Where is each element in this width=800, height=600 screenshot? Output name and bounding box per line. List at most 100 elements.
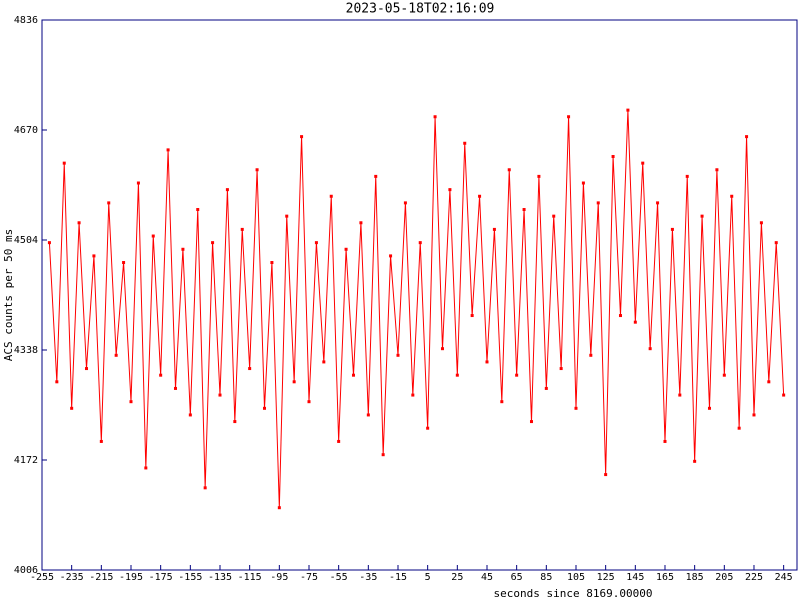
x-tick-label: -175	[149, 572, 173, 583]
data-point	[455, 373, 459, 377]
data-point	[745, 135, 749, 139]
data-point	[84, 367, 88, 371]
data-point	[774, 241, 778, 245]
data-point	[463, 141, 467, 145]
y-axis-label: ACS counts per 50 ms	[2, 229, 15, 361]
data-point	[114, 353, 118, 357]
data-point	[596, 201, 600, 205]
data-point	[782, 393, 786, 397]
y-tick-label: 4172	[14, 455, 38, 466]
data-point	[403, 201, 407, 205]
x-tick-label: -195	[119, 572, 143, 583]
data-point	[262, 406, 266, 410]
y-tick-label: 4504	[14, 235, 38, 246]
x-tick-label: 165	[656, 572, 674, 583]
data-point	[685, 174, 689, 178]
x-tick-label: 45	[481, 572, 493, 583]
data-point	[300, 135, 304, 139]
data-point	[470, 314, 474, 318]
y-tick-label: 4338	[14, 345, 38, 356]
data-point	[62, 161, 66, 165]
data-point	[581, 181, 585, 185]
x-tick-label: -95	[270, 572, 288, 583]
data-point	[159, 373, 163, 377]
data-point	[559, 367, 563, 371]
x-tick-label: -255	[30, 572, 54, 583]
data-point	[314, 241, 318, 245]
plot-frame	[41, 19, 798, 571]
data-point	[529, 420, 533, 424]
data-point	[492, 227, 496, 231]
x-tick-label: -115	[238, 572, 262, 583]
data-point	[70, 406, 74, 410]
data-point	[144, 466, 148, 470]
data-point	[129, 400, 133, 404]
data-point	[633, 320, 637, 324]
data-point	[715, 168, 719, 172]
data-point	[730, 194, 734, 198]
data-point	[92, 254, 96, 258]
data-point	[381, 453, 385, 457]
data-point	[166, 148, 170, 152]
data-point	[515, 373, 519, 377]
data-point	[537, 174, 541, 178]
data-point	[374, 174, 378, 178]
data-point	[77, 221, 81, 225]
x-tick-label: 145	[626, 572, 644, 583]
data-point	[233, 420, 237, 424]
x-tick-label: -15	[389, 572, 407, 583]
data-point	[307, 400, 311, 404]
data-point	[737, 426, 741, 430]
x-axis-label: seconds since 8169.00000	[494, 587, 653, 600]
data-point	[389, 254, 393, 258]
data-point	[722, 373, 726, 377]
x-tick-label: 125	[597, 572, 615, 583]
data-point	[648, 347, 652, 351]
x-tick-label: -235	[60, 572, 84, 583]
y-tick-label: 4006	[14, 565, 38, 576]
x-tick-label: 205	[715, 572, 733, 583]
x-tick-label: -35	[359, 572, 377, 583]
y-tick-label: 4670	[14, 125, 38, 136]
data-point	[426, 426, 430, 430]
data-point	[604, 473, 608, 477]
data-point	[670, 227, 674, 231]
x-tick-label: 85	[540, 572, 552, 583]
x-tick-label: 245	[775, 572, 793, 583]
data-point	[47, 241, 51, 245]
chart-title: 2023-05-18T02:16:09	[346, 2, 495, 17]
data-point	[656, 201, 660, 205]
data-point	[589, 353, 593, 357]
data-point	[567, 115, 571, 119]
data-point	[122, 261, 126, 265]
data-point	[188, 413, 192, 417]
x-tick-label: 5	[425, 572, 431, 583]
x-tick-label: 65	[511, 572, 523, 583]
x-tick-label: -215	[89, 572, 113, 583]
data-point	[136, 181, 140, 185]
data-point	[55, 380, 59, 384]
data-point	[211, 241, 215, 245]
data-point	[225, 188, 229, 192]
x-tick-label: 225	[745, 572, 763, 583]
data-point	[99, 439, 103, 443]
data-point	[626, 108, 630, 112]
data-point	[181, 247, 185, 251]
data-point	[707, 406, 711, 410]
data-point	[196, 208, 200, 212]
data-point	[500, 400, 504, 404]
data-point	[618, 314, 622, 318]
data-point	[752, 413, 756, 417]
data-point	[203, 486, 207, 490]
data-point	[359, 221, 363, 225]
data-point	[151, 234, 155, 238]
x-tick-label: -55	[330, 572, 348, 583]
data-point	[433, 115, 437, 119]
x-tick-label: -155	[178, 572, 202, 583]
data-point	[663, 439, 667, 443]
data-point	[448, 188, 452, 192]
data-point	[485, 360, 489, 364]
data-point	[173, 386, 177, 390]
data-point	[285, 214, 289, 218]
x-tick-label: 185	[686, 572, 704, 583]
